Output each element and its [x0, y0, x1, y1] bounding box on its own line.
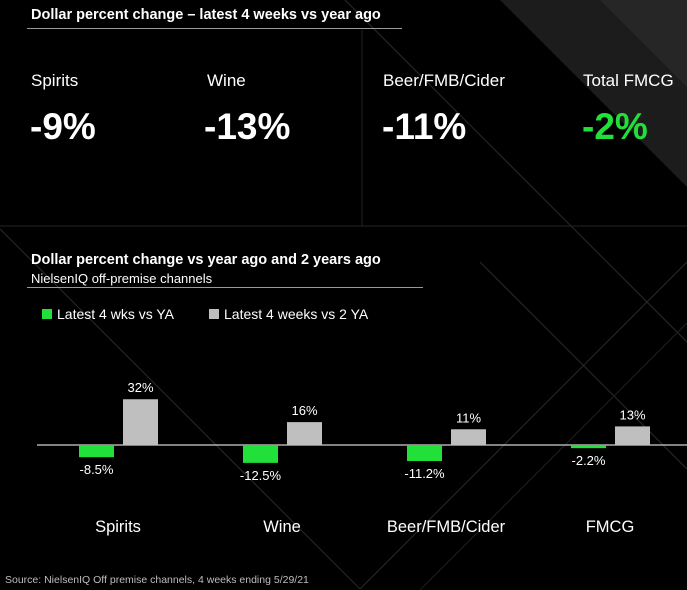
- bar-fmcg-s1: [615, 426, 650, 445]
- bar-beer-fmb-cider-s0: [407, 445, 442, 462]
- legend-item-ya: Latest 4 wks vs YA: [42, 306, 174, 322]
- kpi-value-wine: -13%: [204, 106, 291, 147]
- kpi-label-fmcg: Total FMCG: [583, 71, 674, 90]
- bar-wine-s1: [287, 422, 322, 445]
- chart-title: Dollar percent change vs year ago and 2 …: [31, 252, 381, 268]
- legend-item-2ya: Latest 4 weeks vs 2 YA: [209, 306, 368, 322]
- kpi-value-fmcg: -2%: [582, 106, 648, 147]
- bar-wine-s0: [243, 445, 278, 463]
- kpi-label-spirits: Spirits: [31, 71, 79, 90]
- category-label: FMCG: [586, 518, 635, 536]
- data-label: 16%: [291, 403, 317, 418]
- chart-subtitle: NielsenIQ off-premise channels: [31, 271, 213, 286]
- data-label: -2.2%: [572, 453, 606, 468]
- legend-label-ya: Latest 4 wks vs YA: [57, 306, 174, 322]
- category-label: Wine: [263, 518, 301, 536]
- data-label: 11%: [456, 410, 481, 425]
- source-note: Source: NielsenIQ Off premise channels, …: [5, 574, 309, 586]
- kpi-value-spirits: -9%: [30, 106, 96, 147]
- category-label: Beer/FMB/Cider: [387, 518, 506, 536]
- data-label: -12.5%: [240, 468, 282, 483]
- bar-beer-fmb-cider-s1: [451, 429, 486, 445]
- data-label: 13%: [619, 407, 645, 422]
- legend-swatch-gray: [209, 309, 219, 319]
- kpi-label-beer: Beer/FMB/Cider: [383, 71, 505, 90]
- category-label: Spirits: [95, 518, 141, 536]
- bar-spirits-s1: [123, 399, 158, 445]
- data-label: 32%: [127, 380, 153, 395]
- bar-spirits-s0: [79, 445, 114, 458]
- kpi-label-wine: Wine: [207, 71, 246, 90]
- title-underline: [27, 28, 402, 29]
- kpi-section-title: Dollar percent change – latest 4 weeks v…: [31, 7, 381, 23]
- kpi-value-beer: -11%: [382, 106, 467, 147]
- chart-title-underline: [27, 287, 423, 288]
- bar-fmcg-s0: [571, 445, 606, 449]
- legend-label-2ya: Latest 4 weeks vs 2 YA: [224, 306, 369, 322]
- data-label: -11.2%: [404, 466, 445, 481]
- data-label: -8.5%: [80, 462, 114, 477]
- legend-swatch-green: [42, 309, 52, 319]
